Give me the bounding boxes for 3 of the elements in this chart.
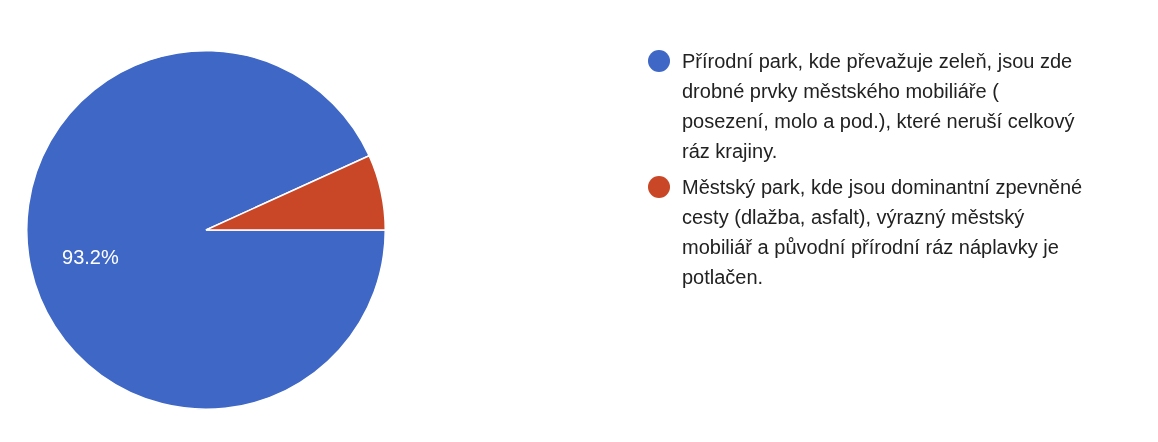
legend-label: Městský park, kde jsou dominantní zpevněné cesty (dlažba, asfalt), výrazný městský mobiliář a původní přírodní ráz náplavky je potlačen. (682, 175, 1084, 290)
data-label: 93.2% (62, 245, 119, 268)
legend-label: Přírodní park, kde převažuje zeleň, jsou zde drobné prvky městského mobiliáře ( posezení, molo a pod.), které neruší celkový ráz krajiny. (682, 49, 1076, 164)
